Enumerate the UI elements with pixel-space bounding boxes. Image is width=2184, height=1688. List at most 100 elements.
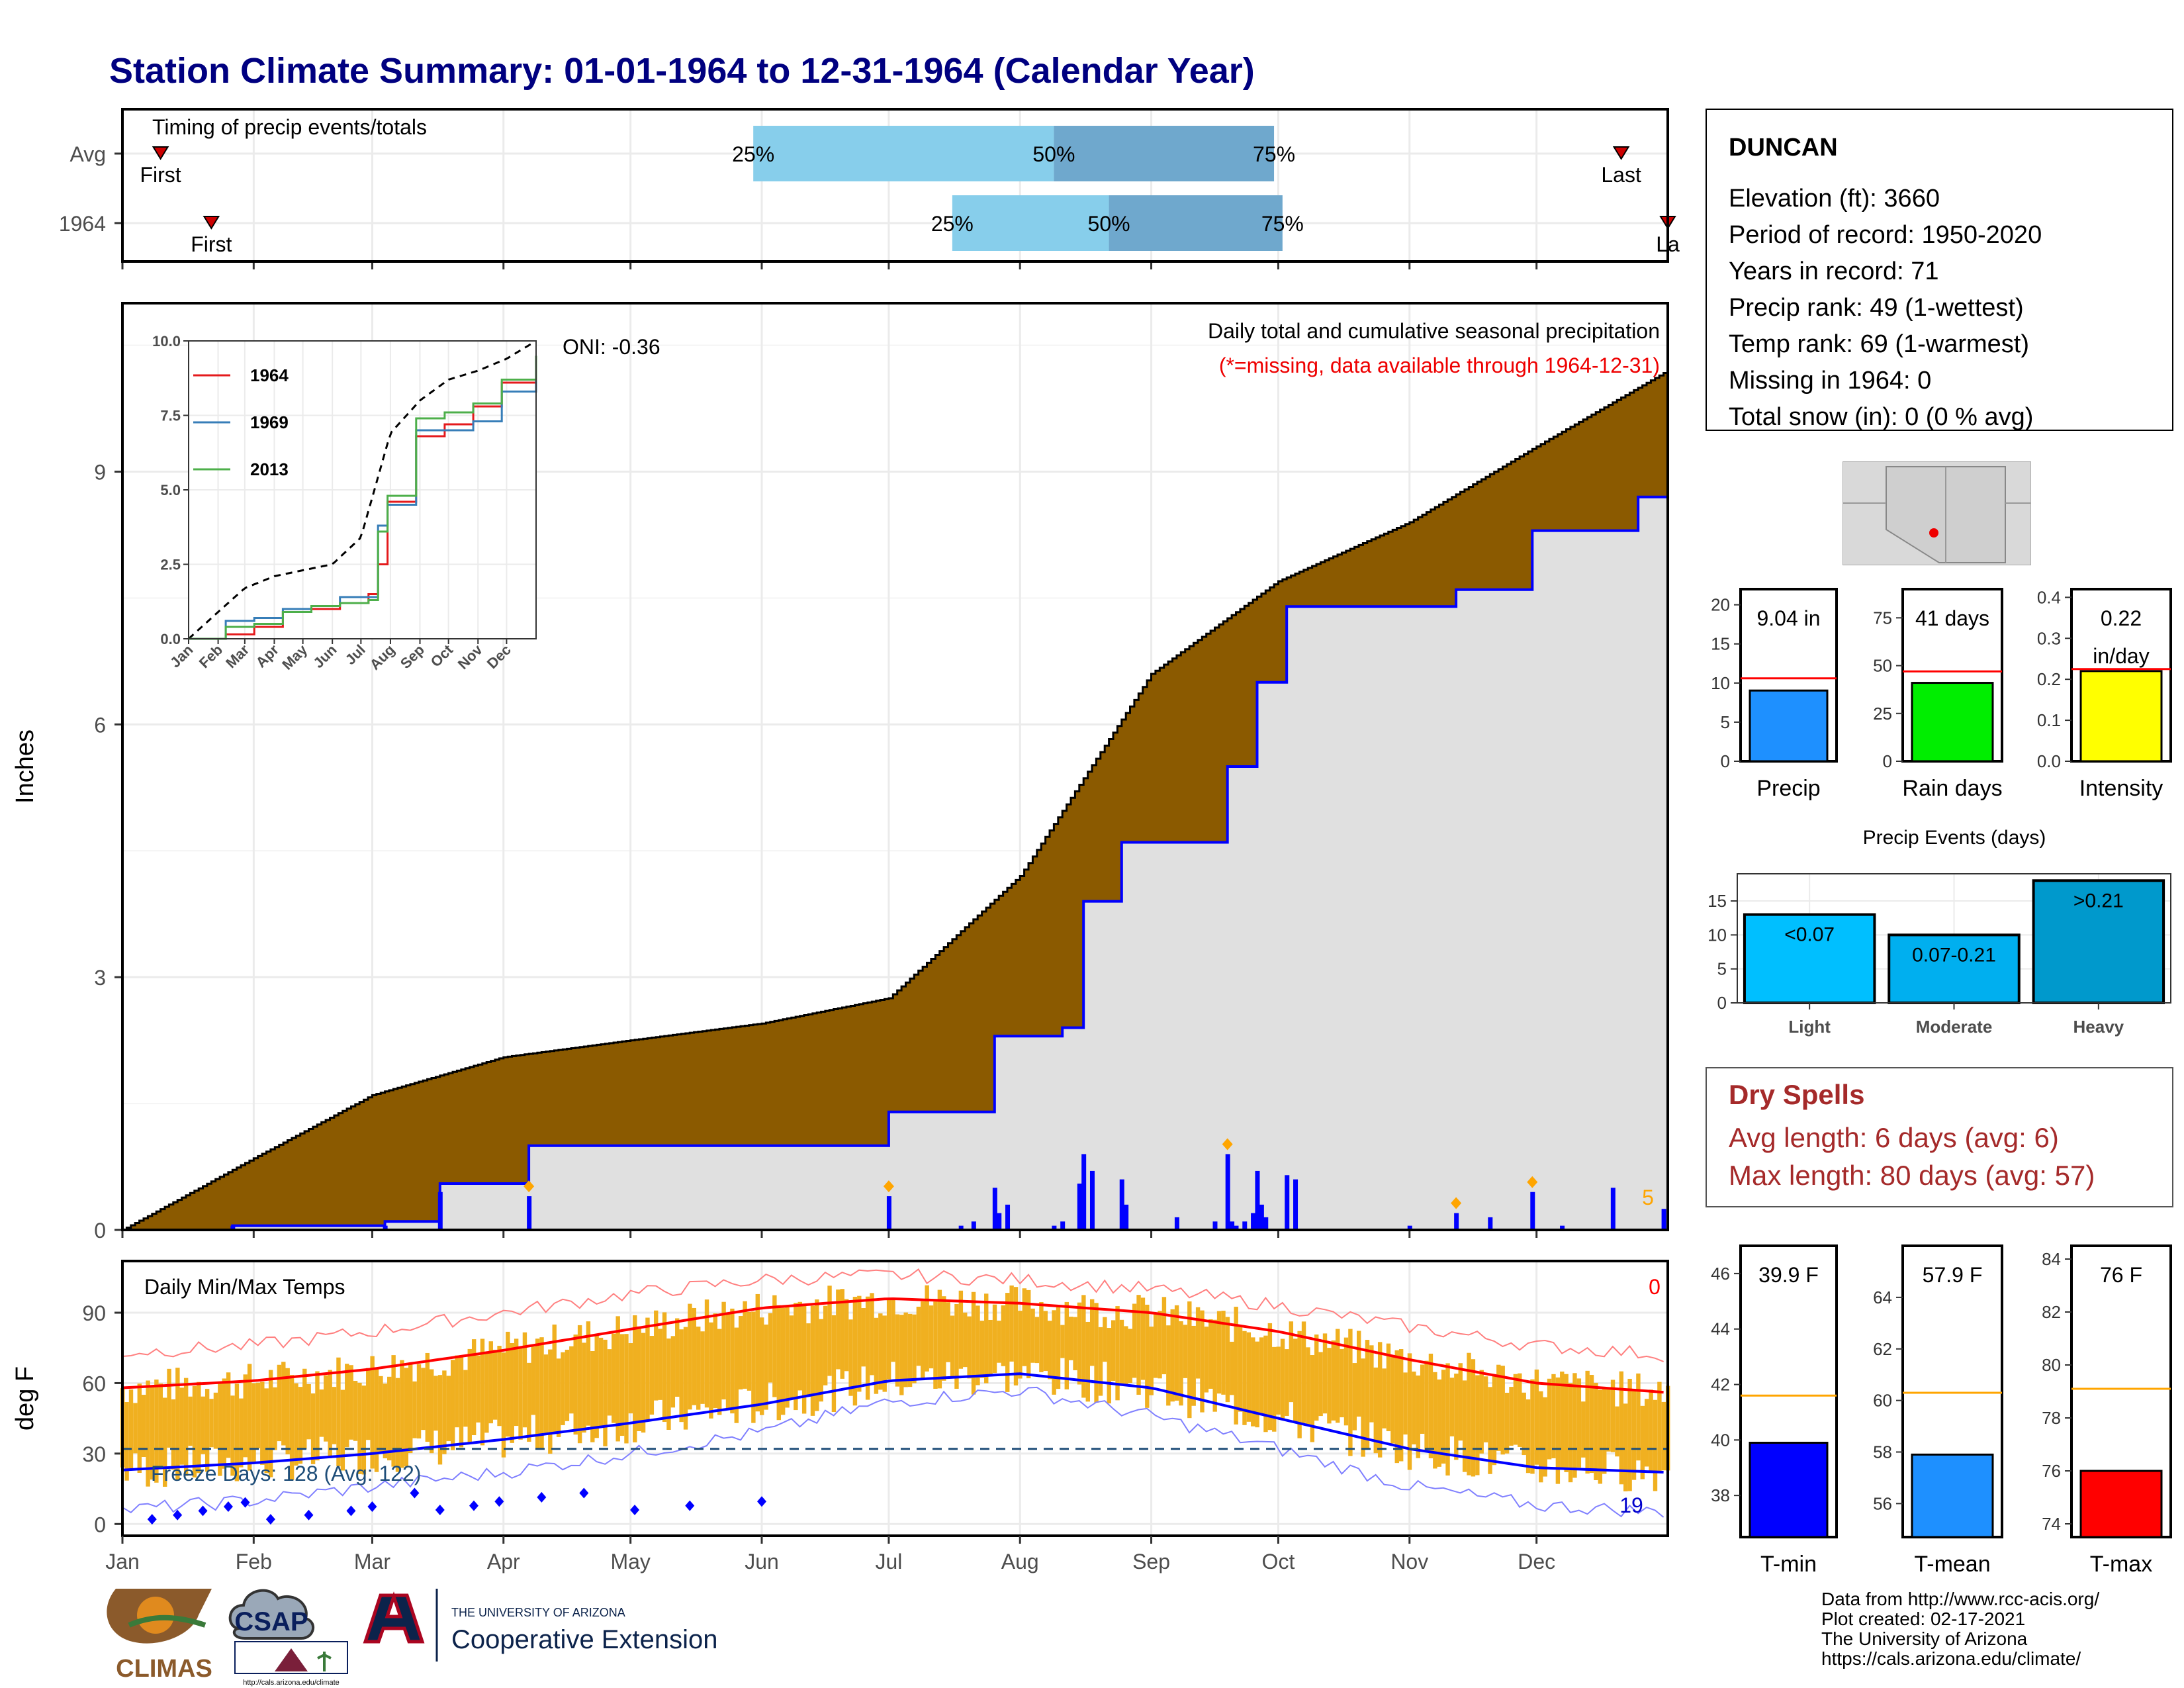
daily-temp-bar <box>310 1393 316 1464</box>
month-label: Nov <box>1390 1550 1428 1573</box>
month-label: Mar <box>354 1550 390 1573</box>
daily-temp-bar <box>988 1319 993 1376</box>
daily-temp-bar <box>1013 1287 1019 1385</box>
mini-value-bar <box>2079 670 2163 763</box>
daily-temp-bar <box>1153 1313 1158 1378</box>
daily-temp-bar <box>324 1375 328 1442</box>
month-label: Apr <box>487 1550 520 1573</box>
daily-precip-bar <box>1005 1204 1011 1230</box>
daily-temp-bar <box>848 1319 853 1396</box>
daily-temp-bar <box>569 1346 574 1414</box>
event-category-label: Moderate <box>1916 1017 1993 1037</box>
daily-temp-bar <box>743 1301 747 1389</box>
daily-temp-bar <box>645 1317 650 1421</box>
daily-temp-bar <box>590 1350 595 1442</box>
precip-legend-sub: (*=missing, data available through 1964-… <box>1219 353 1660 377</box>
daily-temp-bar <box>1645 1399 1649 1467</box>
daily-temp-bar <box>556 1358 561 1437</box>
csap-mountain-icon <box>275 1648 308 1671</box>
dry-line-1: Avg length: 6 days (avg: 6) <box>1729 1122 2059 1153</box>
daily-temp-bar <box>886 1298 891 1380</box>
daily-temp-bar <box>1589 1375 1594 1474</box>
daily-temp-bar <box>1365 1340 1370 1448</box>
daily-temp-bar <box>1449 1378 1455 1436</box>
daily-temp-bar <box>306 1383 311 1440</box>
dry-spells-box: Dry Spells Avg length: 6 days (avg: 6) Max… <box>1706 1067 2173 1207</box>
heavy-event-marker <box>523 1180 535 1193</box>
daily-temp-bar <box>1416 1375 1420 1458</box>
daily-temp-bar <box>713 1313 718 1409</box>
record-cold-marker <box>579 1487 589 1499</box>
mini-ytick-label: 62 <box>1873 1339 1892 1359</box>
mini-chart-name: T-max <box>2090 1552 2152 1577</box>
daily-temp-bar <box>688 1303 692 1410</box>
station-info-line: Precip rank: 49 (1-wettest) <box>1729 294 2024 322</box>
heavy-event-marker <box>1527 1176 1538 1188</box>
daily-temp-bar <box>1314 1334 1319 1421</box>
daily-precip-bar <box>1230 1221 1235 1230</box>
daily-temp-bar <box>759 1317 764 1415</box>
daily-temp-bar <box>1539 1391 1543 1483</box>
mini-ytick-label: 44 <box>1711 1319 1730 1339</box>
daily-temp-bar <box>1322 1333 1328 1414</box>
daily-temp-bar <box>937 1289 942 1389</box>
mini-ytick-label: 0.4 <box>2037 587 2061 607</box>
daily-temp-bar <box>1221 1311 1226 1395</box>
mini-ytick-label: 84 <box>2042 1249 2061 1269</box>
daily-temp-bar <box>1267 1323 1273 1430</box>
daily-temp-bar <box>1234 1307 1238 1425</box>
daily-temp-bar <box>874 1317 879 1394</box>
daily-temp-bar <box>1471 1359 1476 1477</box>
daily-precip-bar <box>230 1225 236 1230</box>
timing-bar-lower <box>753 126 1054 181</box>
daily-temp-bar <box>128 1389 134 1470</box>
daily-temp-bar <box>683 1327 688 1430</box>
daily-temp-bar <box>1158 1311 1162 1379</box>
daily-temp-bar <box>1513 1374 1518 1445</box>
footer-line: The University of Arizona <box>1821 1628 2028 1649</box>
record-max-line <box>122 1268 1664 1362</box>
daily-precip-bar <box>992 1188 997 1230</box>
daily-temp-bar <box>353 1381 358 1441</box>
daily-temp-bar <box>361 1385 367 1475</box>
daily-temp-bar <box>1052 1310 1056 1395</box>
daily-temp-bar <box>1454 1374 1459 1460</box>
hot-count: 0 <box>1649 1275 1661 1299</box>
daily-temp-bar <box>717 1329 722 1415</box>
daily-temp-bar <box>273 1387 277 1450</box>
mini-value-label: 9.04 in <box>1756 606 1820 630</box>
daily-temp-bar <box>463 1370 468 1427</box>
daily-temp-bar <box>183 1378 189 1476</box>
daily-precip-bar <box>1242 1221 1248 1230</box>
daily-temp-bar <box>294 1383 298 1466</box>
mini-chart-name: Rain days <box>1902 776 2002 801</box>
daily-temp-bar <box>1034 1317 1040 1364</box>
daily-temp-bar <box>455 1355 459 1428</box>
daily-temp-bar <box>857 1295 862 1392</box>
daily-temp-bar <box>1352 1363 1357 1430</box>
timing-p50-label: 50% <box>1032 142 1075 166</box>
inset-frame <box>188 340 537 639</box>
daily-temp-bar <box>794 1303 798 1411</box>
daily-temp-bar <box>1179 1321 1183 1406</box>
events-ytick-label: 10 <box>1707 925 1727 945</box>
daily-precip-bar <box>1225 1154 1230 1230</box>
footer-credits: Data from http://www.rcc-acis.org/Plot c… <box>1821 1589 2099 1669</box>
daily-temp-bar <box>289 1375 295 1480</box>
logos: CLIMAS CSAP http://cals.arizona.edu/climat… <box>107 1589 717 1687</box>
daily-temp-bar <box>789 1315 794 1398</box>
daily-temp-bar <box>1623 1403 1628 1491</box>
daily-temp-bar <box>633 1315 637 1442</box>
daily-temp-bar <box>234 1383 240 1481</box>
daily-temp-bar <box>1107 1328 1111 1404</box>
station-name: DUNCAN <box>1729 134 1838 162</box>
mini-value-bar <box>1749 689 1829 763</box>
daily-temp-bar <box>446 1376 451 1442</box>
daily-temp-bar <box>1301 1321 1306 1423</box>
daily-temp-bar <box>412 1381 417 1438</box>
record-cold-marker <box>537 1491 547 1503</box>
station-info-line: Elevation (ft): 3660 <box>1729 185 1940 212</box>
daily-temp-bar <box>450 1360 455 1450</box>
daily-temp-bar <box>1525 1399 1531 1474</box>
temps-frame <box>121 1260 1669 1537</box>
